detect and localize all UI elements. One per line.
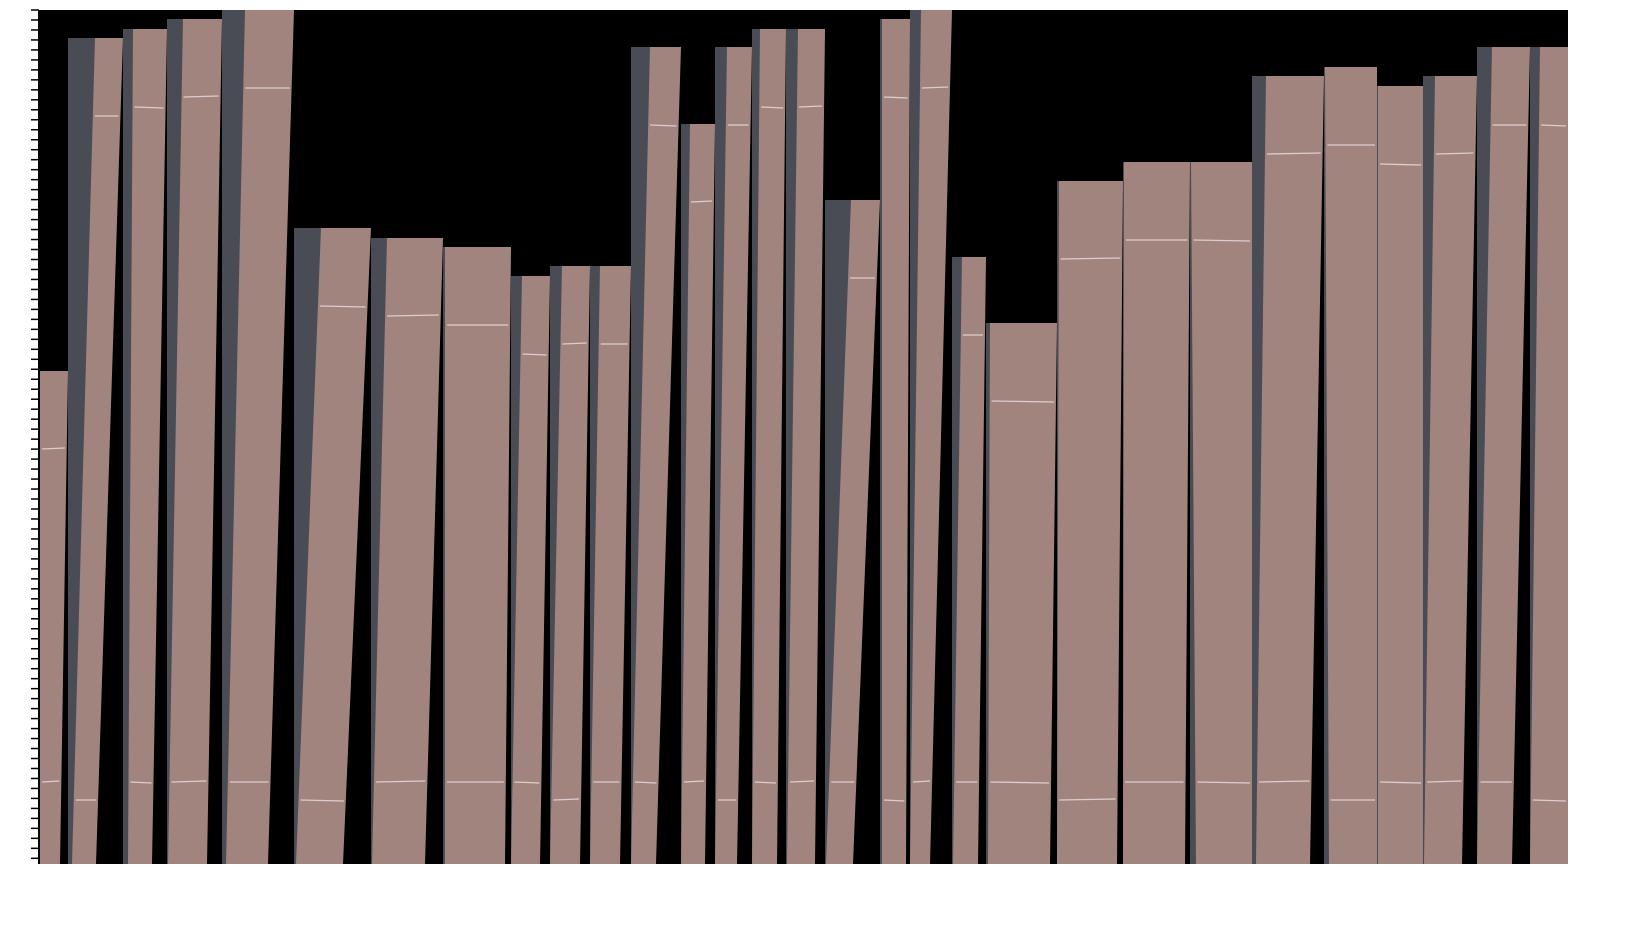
gap-shadow <box>443 247 446 864</box>
seam-line <box>130 781 152 784</box>
veneer-strip <box>1530 47 1568 864</box>
veneer-strip <box>1256 76 1324 864</box>
seam-line <box>300 799 344 802</box>
seam-line <box>134 106 164 109</box>
veneer-strip <box>372 238 443 864</box>
seam-line <box>1379 163 1422 166</box>
veneer-strip <box>910 10 952 864</box>
veneer-strip <box>752 29 786 864</box>
seam-line <box>990 781 1050 784</box>
seam-line <box>683 780 705 783</box>
seam-line <box>761 106 784 109</box>
veneer-strip <box>1191 162 1252 864</box>
seam-line <box>991 400 1055 403</box>
seam-line <box>1532 799 1567 802</box>
seam-line <box>883 96 908 99</box>
seam-line <box>1541 124 1567 127</box>
veneer-strip <box>296 228 371 864</box>
seam-line <box>183 95 219 98</box>
veneer-strip <box>1325 67 1377 864</box>
veneer-strip <box>681 124 715 864</box>
seam-line <box>387 314 439 317</box>
seam-line <box>691 200 712 203</box>
veneer-strip <box>226 10 294 864</box>
seam-line <box>790 780 815 783</box>
seam-line <box>319 305 366 308</box>
seam-line <box>41 447 65 450</box>
seam-line <box>1059 798 1116 801</box>
seam-line <box>553 798 580 801</box>
seam-line <box>913 780 931 783</box>
seam-line <box>1060 257 1121 260</box>
veneer-strip <box>1123 162 1190 864</box>
gap-shadow <box>986 323 991 864</box>
veneer-strip <box>550 266 590 864</box>
seam-line <box>514 781 540 784</box>
seam-line <box>375 780 426 783</box>
seam-line <box>650 124 677 127</box>
veneer-strip <box>631 47 681 864</box>
seam-line <box>634 781 657 784</box>
veneer-strip <box>826 200 880 864</box>
veneer-strip <box>988 323 1057 864</box>
ruler-scale <box>31 9 40 864</box>
seam-line <box>562 342 587 345</box>
veneer-strip <box>511 276 550 864</box>
seam-line <box>522 353 547 356</box>
seam-line <box>1435 152 1474 155</box>
veneer-strip <box>1424 76 1477 864</box>
veneer-strip <box>715 47 752 864</box>
veneer-strip <box>40 371 68 864</box>
seam-line <box>1197 781 1251 784</box>
veneer-strip <box>128 29 167 864</box>
seam-line <box>1193 239 1251 242</box>
veneer-strip <box>1057 181 1123 864</box>
veneer-strip <box>953 257 986 864</box>
veneer-strip <box>1378 86 1423 864</box>
veneer-strip <box>1477 47 1530 864</box>
seam-line <box>921 86 949 89</box>
veneer-strip <box>787 29 825 864</box>
seam-line <box>1427 780 1462 783</box>
seam-line <box>171 780 207 783</box>
seam-line <box>41 780 60 783</box>
gap-shadow <box>880 19 883 864</box>
veneer-strip <box>590 266 631 864</box>
veneer-strips <box>40 10 1568 864</box>
seam-line <box>798 105 823 108</box>
seam-line <box>1259 780 1310 783</box>
veneer-strip <box>445 247 511 864</box>
veneer-strip <box>72 38 123 864</box>
seam-line <box>883 799 905 802</box>
veneer-strip <box>882 19 910 864</box>
gap-shadow <box>123 29 134 864</box>
seam-line <box>1266 152 1321 155</box>
seam-line <box>1379 781 1422 784</box>
veneer-strip <box>168 19 222 864</box>
seam-line <box>754 781 776 784</box>
